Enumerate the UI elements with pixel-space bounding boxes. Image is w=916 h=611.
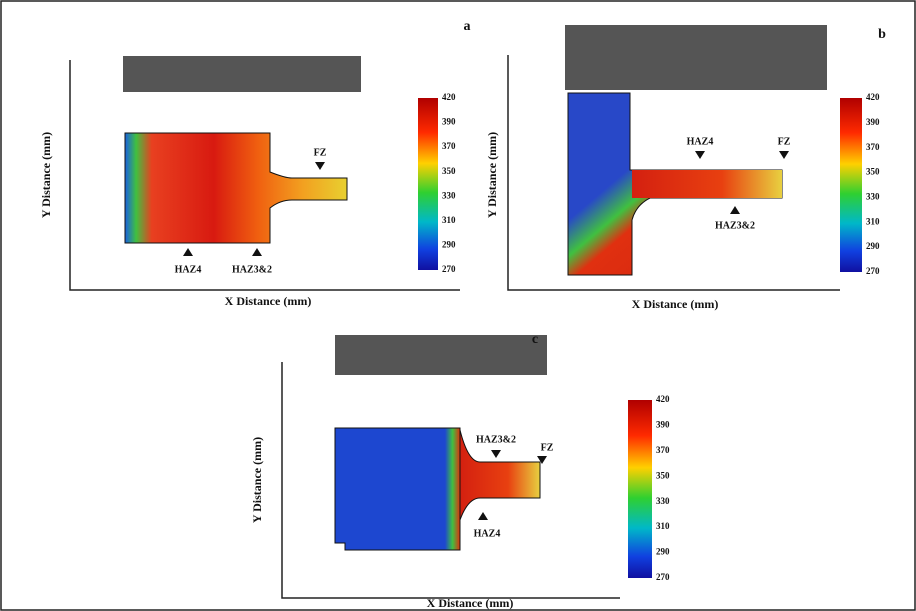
colorbar-tick-label: 310: [866, 216, 880, 226]
arrows: [478, 450, 547, 520]
colorbar-tick-label: 290: [442, 239, 456, 249]
x-axis-label: X Distance (mm): [632, 297, 719, 311]
colorbar-tick-label: 330: [866, 191, 880, 201]
annotation: HAZ3&2: [715, 220, 755, 231]
panel-b: b Y Distance (mm) X Distance (mm) HAZ4 F…: [485, 25, 886, 311]
colorbar-tick-label: 270: [866, 266, 880, 276]
annotation: HAZ3&2: [232, 264, 272, 275]
colorbar-tick-label: 350: [442, 166, 456, 176]
panel-c: c Y Distance (mm) X Distance (mm) HAZ3&2…: [250, 332, 670, 610]
annotation: HAZ4: [474, 528, 501, 539]
colorbar-tick-label: 390: [866, 117, 880, 127]
hardness-map-neck: [632, 170, 782, 198]
y-axis-label: Y Distance (mm): [39, 132, 53, 218]
annotation: FZ: [314, 147, 327, 158]
colorbar-tick-label: 270: [442, 264, 456, 274]
specimen-image: [335, 335, 547, 375]
x-axis-label: X Distance (mm): [427, 596, 514, 610]
panel-label: b: [878, 27, 886, 42]
axes: [507, 55, 840, 291]
colorbar-tick-label: 290: [866, 241, 880, 251]
hardness-map: [334, 427, 461, 551]
colorbar-tick-label: 370: [442, 141, 456, 151]
colorbar-tick-label: 420: [866, 92, 880, 102]
specimen-image: [565, 25, 827, 90]
colorbar-tick-label: 330: [656, 496, 670, 506]
panel-label: a: [464, 19, 471, 34]
hardness-map-neck: [459, 429, 541, 521]
colorbar-tick-label: 350: [866, 167, 880, 177]
colorbar: [628, 400, 652, 578]
annotation: FZ: [541, 442, 554, 453]
colorbar-tick-label: 420: [656, 394, 670, 404]
specimen-image: [123, 56, 361, 92]
colorbar-tick-label: 270: [656, 572, 670, 582]
axes: [69, 60, 460, 291]
colorbar-tick-label: 370: [866, 142, 880, 152]
colorbar: [840, 98, 862, 272]
colorbar-tick-label: 290: [656, 547, 670, 557]
annotation: FZ: [778, 136, 791, 147]
y-axis-label: Y Distance (mm): [485, 132, 499, 218]
colorbar-tick-label: 330: [442, 190, 456, 200]
colorbar-tick-label: 370: [656, 445, 670, 455]
annotation: HAZ3&2: [476, 434, 516, 445]
colorbar: [418, 98, 438, 270]
panel-label: c: [532, 332, 538, 347]
annotation: HAZ4: [175, 264, 202, 275]
colorbar-tick-label: 310: [656, 521, 670, 531]
hardness-map: [124, 132, 348, 244]
colorbar-tick-label: 310: [442, 215, 456, 225]
colorbar-tick-label: 420: [442, 92, 456, 102]
axes: [281, 362, 620, 599]
colorbar-tick-label: 350: [656, 470, 670, 480]
x-axis-label: X Distance (mm): [225, 294, 312, 308]
y-axis-label: Y Distance (mm): [250, 437, 264, 523]
annotation: HAZ4: [687, 136, 714, 147]
colorbar-tick-label: 390: [656, 419, 670, 429]
panel-a: a Y Distance (mm) X Distance (mm) FZ HAZ…: [39, 19, 471, 308]
colorbar-tick-label: 390: [442, 117, 456, 127]
